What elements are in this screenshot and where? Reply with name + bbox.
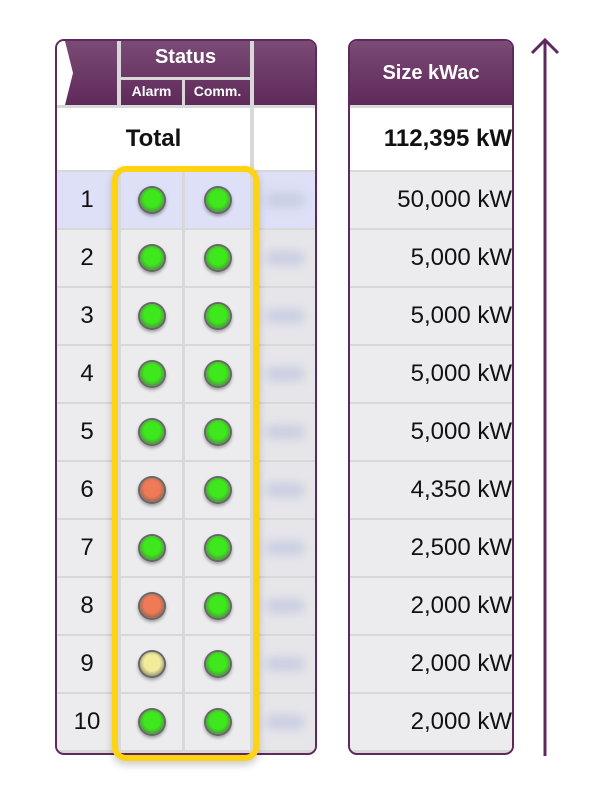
row-index: 1: [57, 172, 117, 228]
blurred-name: [254, 694, 315, 750]
comm-status[interactable]: [185, 172, 250, 228]
alarm-led-icon: [139, 246, 164, 270]
alarm-status[interactable]: [121, 462, 182, 518]
row-index: 4: [57, 346, 117, 402]
comm-led-icon: [205, 652, 230, 676]
table-row[interactable]: 2: [57, 230, 315, 286]
size-table: Size kWac 112,395 kW 50,000 kW 5,000 kW 5,…: [348, 39, 514, 755]
size-value: 5,000 kW: [350, 346, 512, 402]
size-header[interactable]: Size kWac: [350, 41, 512, 105]
alarm-status[interactable]: [121, 288, 182, 344]
status-table: Status Alarm Comm. Total 1 2 3 4 5 6 7 8: [55, 39, 317, 755]
size-value: 2,000 kW: [350, 636, 512, 692]
comm-led-icon: [205, 304, 230, 328]
size-value: 50,000 kW: [350, 172, 512, 228]
comm-led-icon: [205, 188, 230, 212]
size-value: 2,000 kW: [350, 578, 512, 634]
comm-led-icon: [205, 594, 230, 618]
status-header: Status: [154, 46, 217, 68]
alarm-led-icon: [139, 188, 164, 212]
table-row[interactable]: 3: [57, 288, 315, 344]
alarm-led-icon: [139, 536, 164, 560]
status-highlight-box: [112, 166, 259, 761]
comm-status[interactable]: [185, 578, 250, 634]
alarm-led-icon: [139, 304, 164, 328]
comm-status[interactable]: [185, 404, 250, 460]
table-row[interactable]: 10: [57, 694, 315, 750]
row-index: 8: [57, 578, 117, 634]
table-row[interactable]: 7: [57, 520, 315, 576]
row-index: 7: [57, 520, 117, 576]
table-row[interactable]: 5: [57, 404, 315, 460]
comm-led-icon: [205, 478, 230, 502]
blurred-name: [254, 346, 315, 402]
blurred-name: [254, 230, 315, 286]
size-value: 5,000 kW: [350, 404, 512, 460]
total-label: Total: [57, 108, 250, 170]
comm-header[interactable]: Comm.: [193, 83, 242, 99]
alarm-status[interactable]: [121, 172, 182, 228]
size-value: 2,000 kW: [350, 694, 512, 750]
alarm-led-icon: [139, 478, 164, 502]
row-index: 2: [57, 230, 117, 286]
comm-led-icon: [205, 246, 230, 270]
alarm-status[interactable]: [121, 578, 182, 634]
table-row[interactable]: 4: [57, 346, 315, 402]
alarm-led-icon: [139, 710, 164, 734]
blurred-name: [254, 520, 315, 576]
alarm-status[interactable]: [121, 520, 182, 576]
row-index: 9: [57, 636, 117, 692]
row-index: 5: [57, 404, 117, 460]
chevron-right-icon[interactable]: [57, 41, 75, 105]
comm-status[interactable]: [185, 346, 250, 402]
blurred-name: [254, 172, 315, 228]
alarm-led-icon: [139, 594, 164, 618]
comm-led-icon: [205, 536, 230, 560]
alarm-status[interactable]: [121, 636, 182, 692]
alarm-header[interactable]: Alarm: [131, 83, 172, 99]
table-header: Status Alarm Comm.: [57, 41, 315, 105]
comm-status[interactable]: [185, 230, 250, 286]
table-row[interactable]: 9: [57, 636, 315, 692]
comm-led-icon: [205, 420, 230, 444]
blurred-name: [254, 578, 315, 634]
alarm-status[interactable]: [121, 694, 182, 750]
size-value: 4,350 kW: [350, 462, 512, 518]
size-value: 5,000 kW: [350, 230, 512, 286]
comm-status[interactable]: [185, 694, 250, 750]
comm-status[interactable]: [185, 636, 250, 692]
comm-status[interactable]: [185, 520, 250, 576]
size-total: 112,395 kW: [350, 108, 512, 170]
row-index: 6: [57, 462, 117, 518]
row-index: 3: [57, 288, 117, 344]
size-value: 5,000 kW: [350, 288, 512, 344]
blurred-name: [254, 404, 315, 460]
comm-led-icon: [205, 710, 230, 734]
blurred-name: [254, 288, 315, 344]
table-row[interactable]: 8: [57, 578, 315, 634]
comm-status[interactable]: [185, 288, 250, 344]
alarm-status[interactable]: [121, 404, 182, 460]
table-row[interactable]: 1: [57, 172, 315, 228]
blurred-name: [254, 462, 315, 518]
size-value: 2,500 kW: [350, 520, 512, 576]
alarm-led-icon: [139, 652, 164, 676]
alarm-led-icon: [139, 420, 164, 444]
comm-led-icon: [205, 362, 230, 386]
alarm-status[interactable]: [121, 346, 182, 402]
blurred-name: [254, 636, 315, 692]
alarm-status[interactable]: [121, 230, 182, 286]
arrow-up-icon: [530, 37, 560, 756]
row-index: 10: [57, 694, 117, 750]
alarm-led-icon: [139, 362, 164, 386]
table-row[interactable]: 6: [57, 462, 315, 518]
comm-status[interactable]: [185, 462, 250, 518]
